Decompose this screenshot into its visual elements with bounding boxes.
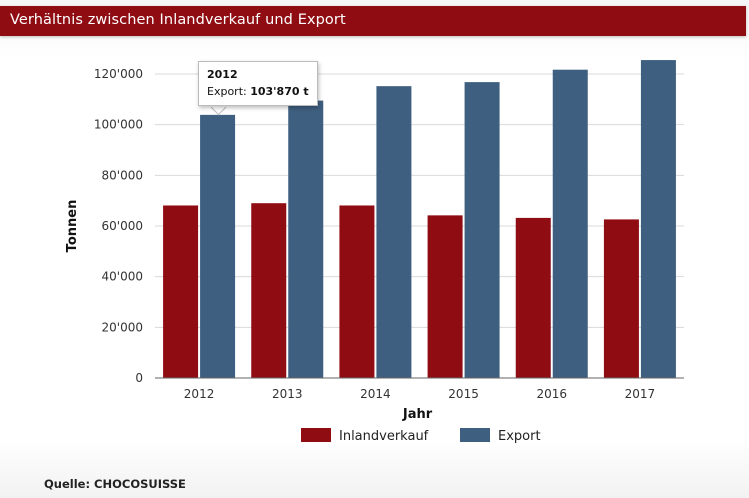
legend-label-export: Export xyxy=(498,429,541,444)
y-tick-label: 0 xyxy=(135,371,143,385)
y-tick-label: 60'000 xyxy=(102,219,143,233)
legend-label-inlandverkauf: Inlandverkauf xyxy=(339,429,429,444)
x-axis-title: Jahr xyxy=(402,407,433,422)
bar-export xyxy=(376,86,412,378)
x-tick-label: 2014 xyxy=(360,387,391,401)
bar-inlandverkauf xyxy=(251,203,287,378)
legend-swatch-export xyxy=(460,428,490,442)
source-note: Quelle: CHOCOSUISSE xyxy=(44,477,186,491)
y-axis-title: Tonnen xyxy=(65,200,80,253)
x-tick-label: 2016 xyxy=(536,387,567,401)
legend-swatch-inlandverkauf xyxy=(301,428,331,442)
x-tick-label: 2017 xyxy=(625,387,656,401)
y-tick-label: 40'000 xyxy=(102,270,143,284)
bar-export xyxy=(288,100,324,378)
y-tick-label: 100'000 xyxy=(94,118,143,132)
bar-export xyxy=(552,69,588,379)
header-bar: Verhältnis zwischen Inlandverkauf und Ex… xyxy=(0,6,746,36)
bar-export xyxy=(640,60,676,379)
bar-inlandverkauf xyxy=(603,219,639,378)
bar-export xyxy=(464,82,500,379)
bar-inlandverkauf xyxy=(515,217,551,378)
bar-export xyxy=(200,114,236,378)
tooltip-value: 103'870 t xyxy=(250,85,309,98)
tooltip-year: 2012 xyxy=(207,68,238,81)
tooltip: 2012 Export: 103'870 t xyxy=(198,61,318,106)
bar-inlandverkauf xyxy=(427,215,463,378)
x-tick-label: 2012 xyxy=(184,387,215,401)
bar-inlandverkauf xyxy=(339,205,375,378)
chart-title: Verhältnis zwischen Inlandverkauf und Ex… xyxy=(10,12,346,28)
x-tick-label: 2015 xyxy=(448,387,479,401)
tooltip-label: Export: xyxy=(207,85,247,98)
x-tick-label: 2013 xyxy=(272,387,303,401)
bar-inlandverkauf xyxy=(163,205,199,378)
y-tick-label: 20'000 xyxy=(102,320,143,334)
y-tick-label: 80'000 xyxy=(102,168,143,182)
y-tick-label: 120'000 xyxy=(94,67,143,81)
